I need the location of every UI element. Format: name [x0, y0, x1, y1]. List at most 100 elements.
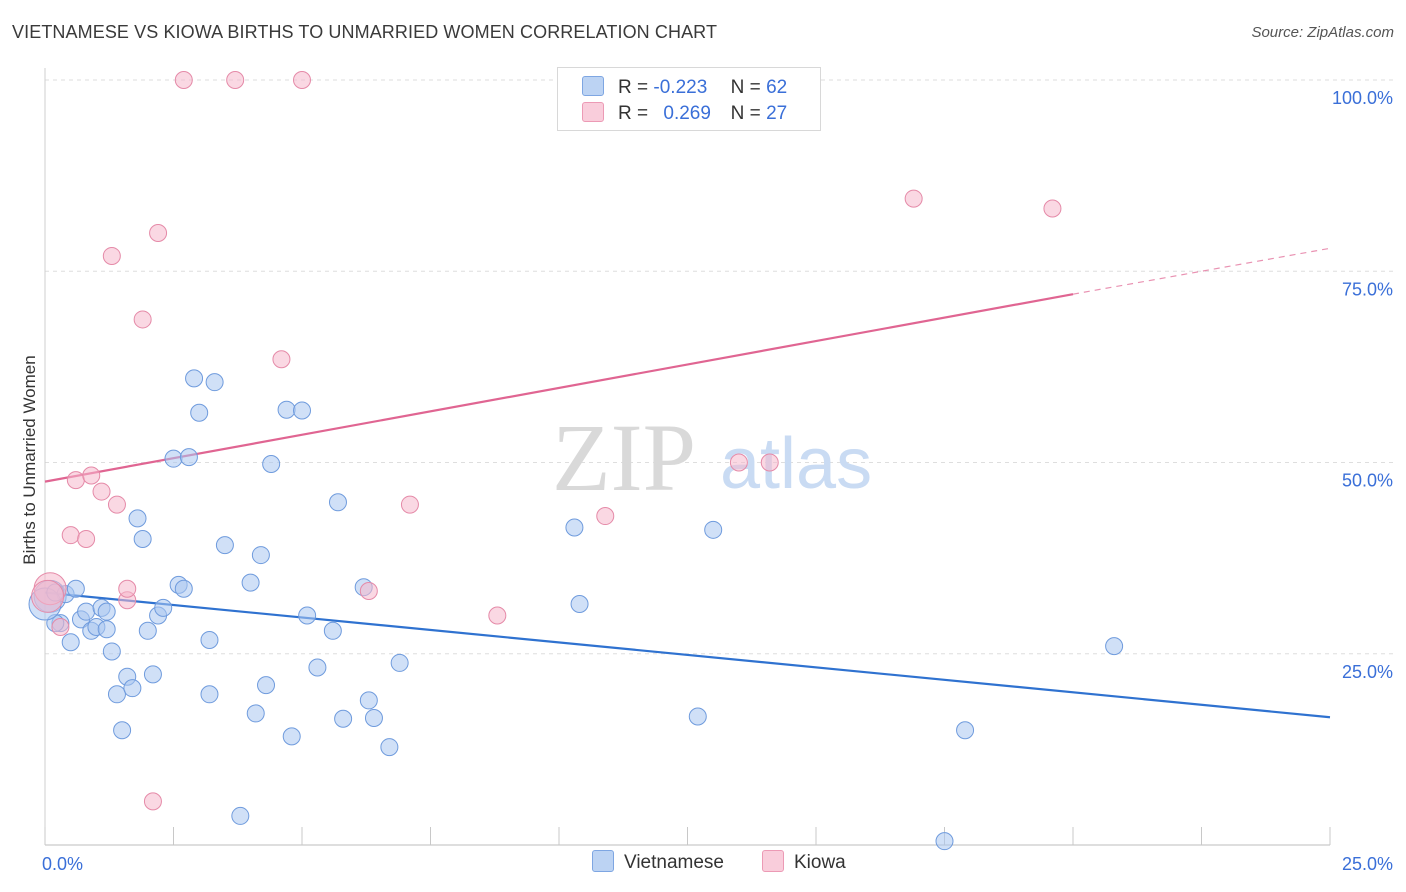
point-vietnamese-43 [308, 658, 327, 677]
point-kiowa-12 [143, 792, 162, 811]
point-vietnamese-56 [956, 721, 975, 740]
legend-swatch-kiowa [582, 102, 604, 122]
point-kiowa-10 [118, 579, 137, 598]
point-kiowa-19 [400, 495, 419, 514]
legend-r-label: R = [618, 103, 649, 124]
point-kiowa-17 [293, 71, 311, 89]
point-vietnamese-17 [128, 509, 147, 528]
bottom-legend-swatch-kiowa [762, 850, 784, 872]
chart-title: VIETNAMESE VS KIOWA BIRTHS TO UNMARRIED … [12, 22, 718, 42]
point-vietnamese-48 [359, 691, 378, 710]
point-kiowa-2 [61, 526, 80, 545]
legend-n-value: 62 [766, 77, 788, 98]
point-vietnamese-14 [113, 721, 132, 740]
point-kiowa-1 [51, 617, 70, 636]
point-vietnamese-29 [200, 685, 219, 704]
axes [44, 68, 1331, 846]
legend-n-value: 27 [766, 103, 788, 124]
legend-r-value: -0.223 [653, 77, 708, 98]
point-vietnamese-44 [323, 621, 342, 640]
point-vietnamese-54 [688, 707, 707, 726]
bottom-legend-label-vietnamese: Vietnamese [624, 852, 724, 873]
point-vietnamese-50 [380, 738, 399, 757]
point-vietnamese-3 [61, 633, 80, 652]
trend-line-vietnamese [44, 591, 1331, 719]
point-vietnamese-58 [1105, 637, 1124, 656]
point-kiowa-21 [596, 507, 615, 526]
point-kiowa-20 [488, 606, 507, 625]
source-label: Source: ZipAtlas.com [1251, 24, 1394, 41]
point-vietnamese-55 [704, 520, 723, 539]
gridlines [45, 79, 1395, 655]
point-vietnamese-30 [200, 630, 219, 649]
point-kiowa-11 [133, 310, 152, 329]
legend-r-label: R = [618, 77, 649, 98]
y-tick-label-2: 75.0% [1342, 279, 1393, 299]
point-vietnamese-45 [328, 493, 347, 512]
point-vietnamese-13 [107, 685, 126, 704]
legend-n-label: N = [730, 103, 761, 124]
legend-row-vietnamese: R = -0.223 N = 62 [582, 76, 787, 100]
bottom-legend-label-kiowa: Kiowa [794, 852, 846, 873]
point-vietnamese-51 [390, 653, 409, 672]
point-vietnamese-35 [246, 704, 265, 723]
point-kiowa-14 [174, 71, 193, 89]
y-tick-label-0: 25.0% [1342, 662, 1393, 682]
point-vietnamese-53 [570, 595, 589, 614]
y-tick-labels: 25.0% 50.0% 75.0% 100.0% [1332, 88, 1393, 682]
point-kiowa-24 [904, 189, 923, 208]
point-kiowa-16 [272, 350, 291, 369]
y-tick-label-1: 50.0% [1342, 471, 1393, 491]
point-vietnamese-16 [123, 679, 142, 698]
correlation-legend: R = -0.223 N = 62 R = 0.269 N = 27 [557, 67, 821, 131]
legend-row-kiowa: R = 0.269 N = 27 [582, 102, 787, 126]
x-tick-label-0: 0.0% [42, 854, 83, 874]
point-vietnamese-6 [77, 602, 96, 621]
point-vietnamese-57 [935, 832, 954, 851]
point-vietnamese-23 [164, 449, 183, 468]
point-kiowa-8 [107, 495, 126, 514]
point-vietnamese-42 [298, 606, 317, 625]
x-tick-label-1: 25.0% [1342, 854, 1393, 874]
point-vietnamese-32 [215, 536, 234, 555]
point-vietnamese-40 [282, 727, 301, 746]
bottom-legend-kiowa: Kiowa [762, 850, 846, 874]
point-vietnamese-31 [205, 373, 224, 392]
point-vietnamese-49 [364, 709, 383, 728]
x-tick-labels: 0.0% 25.0% [42, 854, 1393, 874]
point-vietnamese-41 [293, 401, 311, 420]
point-vietnamese-11 [97, 602, 116, 621]
point-vietnamese-52 [565, 518, 584, 537]
trend-lines [44, 247, 1331, 719]
point-vietnamese-28 [190, 403, 209, 422]
point-vietnamese-27 [185, 369, 204, 388]
legend-swatch-vietnamese [582, 76, 604, 96]
bottom-legend-swatch-vietnamese [592, 850, 614, 872]
point-vietnamese-4 [66, 579, 85, 598]
point-vietnamese-33 [231, 806, 250, 825]
point-vietnamese-22 [154, 598, 173, 617]
point-vietnamese-38 [262, 455, 281, 474]
point-kiowa-5 [82, 466, 101, 485]
point-kiowa-23 [760, 453, 779, 472]
data-points [28, 71, 1124, 851]
point-vietnamese-10 [97, 620, 116, 639]
point-kiowa-6 [92, 482, 111, 501]
point-kiowa-25 [1043, 199, 1062, 218]
point-vietnamese-12 [102, 642, 121, 661]
point-vietnamese-25 [174, 579, 193, 598]
bottom-legend-vietnamese: Vietnamese [592, 850, 724, 874]
trend-line-kiowa [44, 293, 1074, 483]
point-vietnamese-46 [334, 709, 353, 728]
point-kiowa-3 [66, 471, 85, 490]
point-vietnamese-37 [257, 676, 276, 695]
point-vietnamese-36 [251, 546, 270, 565]
point-kiowa-22 [729, 453, 748, 472]
point-vietnamese-19 [138, 621, 157, 640]
point-kiowa-7 [102, 246, 121, 265]
y-axis-label: Births to Unmarried Women [20, 355, 39, 565]
point-vietnamese-39 [277, 400, 296, 419]
point-kiowa-15 [226, 71, 245, 89]
legend-n-label: N = [730, 77, 761, 98]
